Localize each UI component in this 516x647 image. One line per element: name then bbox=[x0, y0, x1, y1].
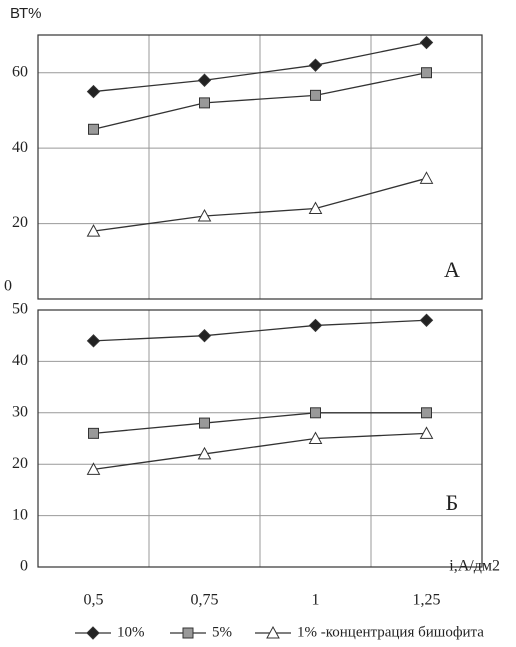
y-tick-label: 0 bbox=[20, 558, 28, 575]
marker bbox=[199, 97, 210, 109]
x-axis-label: i,А/дм2 bbox=[449, 558, 500, 575]
marker bbox=[419, 313, 434, 327]
legend-label: 1% -концентрация бишофита bbox=[297, 624, 484, 640]
marker bbox=[88, 427, 99, 439]
marker bbox=[86, 334, 101, 348]
marker bbox=[86, 462, 101, 475]
marker bbox=[197, 73, 212, 87]
marker bbox=[419, 426, 434, 439]
y-tick-label: 60 bbox=[12, 63, 28, 80]
y-tick-label: 20 bbox=[12, 214, 28, 231]
marker bbox=[308, 318, 323, 333]
x-tick-label: 0,75 bbox=[191, 592, 219, 609]
marker bbox=[88, 123, 99, 135]
marker bbox=[308, 201, 323, 214]
marker bbox=[86, 84, 101, 99]
marker bbox=[86, 224, 101, 237]
marker bbox=[421, 67, 432, 79]
plot-frame bbox=[37, 34, 483, 300]
plot-frame bbox=[37, 309, 483, 568]
legend-marker bbox=[182, 627, 194, 639]
marker bbox=[197, 328, 212, 343]
marker bbox=[199, 417, 210, 429]
x-tick-label: 1 bbox=[312, 592, 320, 609]
y-tick-label: 40 bbox=[12, 352, 28, 369]
marker bbox=[419, 35, 434, 50]
marker bbox=[308, 431, 323, 444]
marker bbox=[197, 446, 212, 460]
panel-label: Б bbox=[446, 490, 459, 515]
legend-marker bbox=[266, 625, 280, 639]
marker bbox=[419, 171, 434, 184]
y-axis-label: ВТ% bbox=[10, 5, 42, 22]
y-tick-label: 30 bbox=[12, 403, 28, 420]
x-tick-label: 1,25 bbox=[413, 592, 441, 609]
y-tick-label: 0 bbox=[4, 278, 12, 295]
y-tick-label: 10 bbox=[12, 506, 28, 523]
series-line bbox=[93, 72, 427, 130]
legend-marker bbox=[86, 626, 100, 640]
y-tick-label: 50 bbox=[12, 301, 28, 318]
legend-label: 10% bbox=[117, 624, 145, 640]
series-line bbox=[93, 41, 427, 93]
legend-label: 5% bbox=[212, 624, 232, 640]
series-line bbox=[93, 412, 427, 435]
panel-label: А bbox=[444, 257, 460, 282]
series-line bbox=[93, 177, 427, 232]
series-line bbox=[93, 432, 427, 470]
marker bbox=[308, 58, 323, 72]
marker bbox=[310, 89, 321, 101]
marker bbox=[197, 208, 212, 222]
marker bbox=[421, 407, 432, 419]
x-tick-label: 0,5 bbox=[84, 592, 104, 609]
y-tick-label: 20 bbox=[12, 455, 28, 472]
y-tick-label: 40 bbox=[12, 139, 28, 156]
marker bbox=[310, 407, 321, 419]
series-line bbox=[93, 319, 427, 342]
